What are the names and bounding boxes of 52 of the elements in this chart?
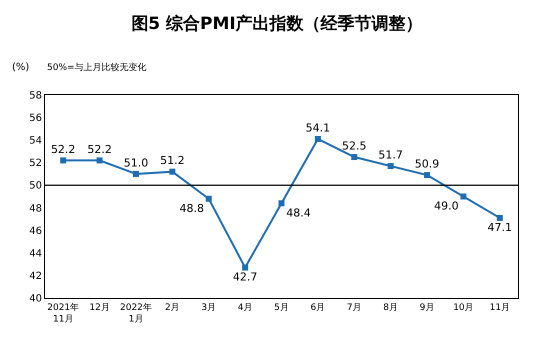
text: 49.0	[434, 200, 459, 212]
x-tick-label: 7月	[346, 302, 362, 313]
point	[351, 154, 358, 160]
text: 52.5	[342, 140, 367, 153]
text: 51.7	[378, 148, 403, 162]
y-tick-label: 54	[29, 136, 42, 147]
point	[314, 136, 321, 142]
point	[169, 168, 176, 175]
point	[424, 172, 430, 178]
point	[460, 194, 466, 200]
text: 51.2	[160, 154, 185, 168]
x-tick-label: 2021年 11月	[47, 302, 80, 324]
y-tick-label: 58	[29, 90, 42, 102]
x-tick-label: 11月	[490, 302, 510, 313]
x-tick-label: 9月	[420, 302, 434, 313]
y-tick-label: 44	[29, 248, 42, 260]
y-tick-label: 50	[29, 180, 42, 192]
point	[496, 214, 503, 221]
text: 48.8	[179, 202, 204, 215]
point	[96, 157, 103, 164]
text: 51.0	[124, 156, 148, 170]
chart-title: 图5 综合PMI产出指数（经季节调整）	[131, 14, 423, 34]
point	[206, 196, 212, 202]
point	[60, 157, 66, 164]
x-tick-label: 10月	[453, 302, 474, 313]
text: 50.9	[414, 158, 440, 171]
y-tick-label: 48	[29, 203, 42, 214]
point	[132, 170, 139, 177]
y-tick-label: 40	[29, 294, 42, 304]
point	[388, 163, 394, 170]
y-tick-label: 56	[29, 113, 42, 124]
x-tick-label: 2月	[164, 302, 180, 313]
y-tick-label: 42	[29, 270, 42, 282]
text: 47.1	[488, 220, 512, 234]
x-tick-label: 8月	[383, 302, 398, 313]
y-tick-label: 46	[29, 226, 42, 237]
x-tick-label: 3月	[201, 302, 216, 313]
x-tick-label: 6月	[310, 302, 326, 313]
y-axis-title: (%)	[12, 62, 30, 73]
text: 42.7	[232, 270, 258, 284]
text: 54.1	[306, 121, 330, 134]
x-tick-label: 12月	[89, 302, 110, 313]
point	[278, 200, 284, 206]
x-tick-label: 5月	[274, 302, 289, 313]
y-tick-label: 52	[29, 158, 42, 170]
x-tick-label: 2022年 1月	[120, 302, 152, 324]
x-tick-label: 4月	[238, 302, 252, 313]
point	[242, 264, 248, 271]
text: 48.4	[286, 206, 311, 220]
text: 52.2	[87, 142, 112, 156]
text: 50%=与上月比较无变化	[47, 62, 147, 73]
text: 52.2	[50, 142, 76, 156]
